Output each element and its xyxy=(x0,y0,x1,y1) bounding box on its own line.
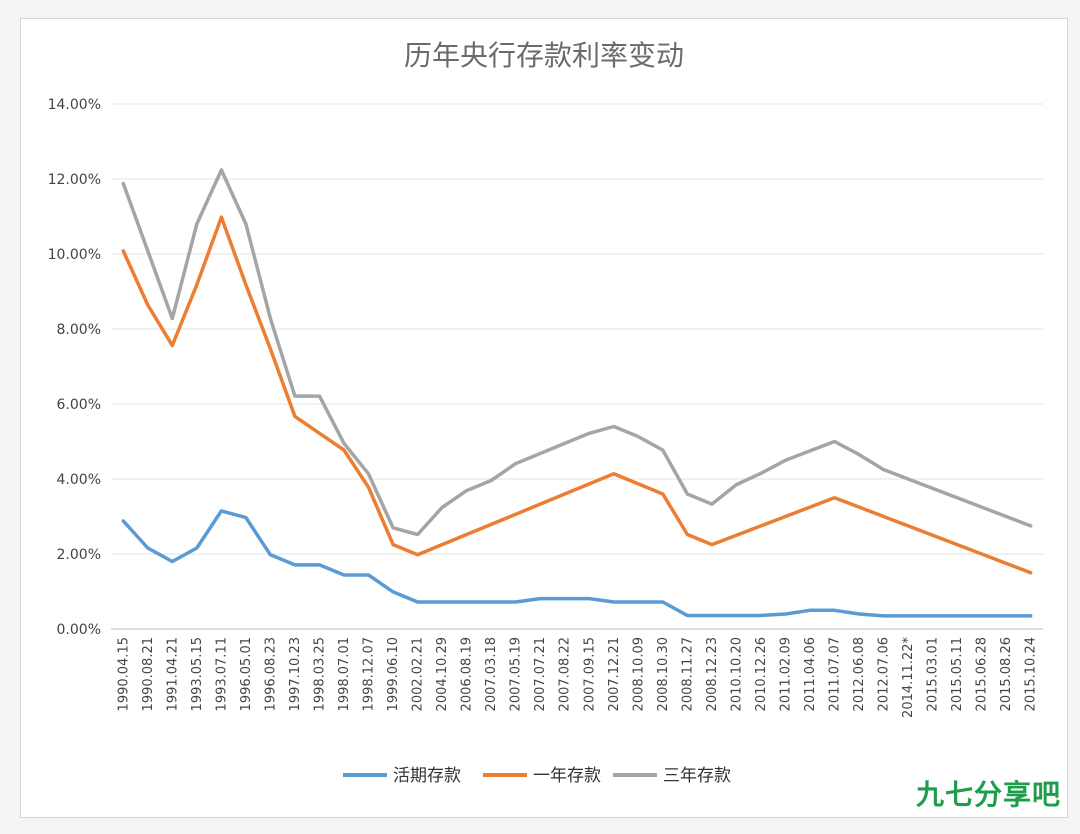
x-axis-ticks: 1990.04.15 1990.08.21 1991.04.21 1993.05.15… xyxy=(116,637,1038,718)
x-tick-label: 2015.05.11 xyxy=(950,637,965,711)
x-tick-label: 1999.06.10 xyxy=(386,637,401,711)
watermark-logo: 九七分享吧 xyxy=(915,778,1061,811)
y-tick-label: 2.00% xyxy=(57,547,101,563)
x-tick-label: 1998.07.01 xyxy=(337,637,352,711)
x-tick-label: 1996.08.23 xyxy=(263,637,278,711)
chart-title: 历年央行存款利率变动 xyxy=(404,39,684,72)
y-axis-ticks: 0.00% 2.00% 4.00% 6.00% 8.00% 10.00% 12.00% 14.… xyxy=(48,97,101,638)
y-tick-label: 14.00% xyxy=(48,97,101,113)
x-tick-label: 2006.08.19 xyxy=(460,637,475,711)
x-tick-label: 2015.08.26 xyxy=(999,637,1014,711)
y-tick-label: 6.00% xyxy=(57,397,101,413)
x-tick-label: 2007.08.22 xyxy=(558,637,573,711)
x-tick-label: 2008.10.30 xyxy=(656,637,671,711)
x-tick-label: 2010.12.26 xyxy=(754,637,769,711)
legend-label: 一年存款 xyxy=(533,766,601,786)
x-tick-label: 1993.07.11 xyxy=(214,637,229,711)
x-tick-label: 2012.06.08 xyxy=(852,637,867,711)
x-tick-label: 2002.02.21 xyxy=(411,637,426,711)
x-tick-label: 2014.11.22* xyxy=(901,637,916,718)
x-tick-label: 1998.12.07 xyxy=(362,637,377,711)
y-tick-label: 12.00% xyxy=(48,172,101,188)
x-tick-label: 2015.06.28 xyxy=(975,637,990,711)
y-tick-label: 10.00% xyxy=(48,247,101,263)
line-chart: 历年央行存款利率变动 0.00% 2.00% 4.00% 6.00% 8.00% 10.0… xyxy=(48,39,1043,786)
gridlines xyxy=(111,103,1043,630)
x-tick-label: 1998.03.25 xyxy=(312,637,327,711)
series-line-2 xyxy=(121,215,1033,575)
x-tick-label: 2011.04.06 xyxy=(803,637,818,711)
x-tick-label: 2008.10.09 xyxy=(631,637,646,711)
y-tick-label: 0.00% xyxy=(57,622,101,638)
series-line-1 xyxy=(121,509,1033,618)
legend-label: 活期存款 xyxy=(393,766,461,786)
x-tick-label: 2015.10.24 xyxy=(1024,637,1039,711)
x-tick-label: 1993.05.15 xyxy=(190,637,205,711)
y-tick-label: 4.00% xyxy=(57,472,101,488)
x-tick-label: 1997.10.23 xyxy=(288,637,303,711)
x-tick-label: 2008.11.27 xyxy=(680,637,695,711)
y-tick-label: 8.00% xyxy=(57,322,101,338)
x-tick-label: 1990.04.15 xyxy=(116,637,131,711)
x-tick-label: 1991.04.21 xyxy=(165,637,180,711)
x-tick-label: 2011.07.07 xyxy=(828,637,843,711)
x-tick-label: 1996.05.01 xyxy=(239,637,254,711)
x-tick-label: 2010.10.20 xyxy=(729,637,744,711)
series-line-3 xyxy=(121,168,1033,537)
series-lines xyxy=(121,168,1033,618)
x-tick-label: 1990.08.21 xyxy=(141,637,156,711)
x-tick-label: 2015.03.01 xyxy=(926,637,941,711)
x-tick-label: 2004.10.29 xyxy=(435,637,450,711)
x-tick-label: 2007.05.19 xyxy=(509,637,524,711)
legend-label: 三年存款 xyxy=(663,766,731,786)
legend: 活期存款 一年存款 三年存款 xyxy=(343,766,731,786)
x-tick-label: 2012.07.06 xyxy=(877,637,892,711)
x-tick-label: 2007.07.21 xyxy=(533,637,548,711)
x-tick-label: 2011.02.09 xyxy=(778,637,793,711)
x-tick-label: 2007.09.15 xyxy=(582,637,597,711)
chart-frame: 历年央行存款利率变动 0.00% 2.00% 4.00% 6.00% 8.00% 10.0… xyxy=(20,18,1068,818)
x-tick-label: 2007.03.18 xyxy=(484,637,499,711)
x-tick-label: 2008.12.23 xyxy=(705,637,720,711)
x-tick-label: 2007.12.21 xyxy=(607,637,622,711)
